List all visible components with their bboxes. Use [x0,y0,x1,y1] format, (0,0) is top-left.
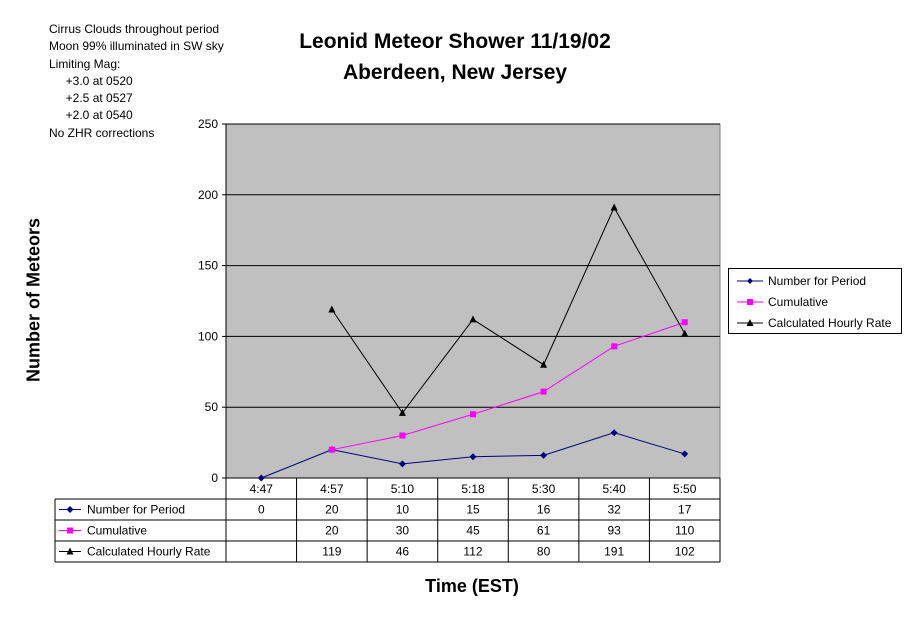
table-cell: 46 [396,545,410,559]
data-point-number-for-period [469,453,477,461]
data-point-cumulative [611,343,618,350]
table-cell: 20 [325,524,339,538]
data-point-cumulative [681,319,688,326]
chart-title: Leonid Meteor Shower 11/19/02 [299,30,611,53]
y-tick-label: 100 [198,329,218,343]
x-tick-label: 4:57 [320,482,344,496]
table-key-marker [67,527,73,534]
legend-swatch-number-for-period [737,278,763,284]
data-point-number-for-period [681,450,689,458]
y-tick-label: 0 [211,471,218,485]
table-cell: 0 [258,503,265,517]
table-key-marker [66,506,74,513]
table-cell: 10 [396,503,410,517]
table-cell: 191 [604,545,624,559]
data-point-calculated-hourly-rate [398,408,406,416]
legend-label: Cumulative [768,295,829,309]
y-tick-label: 200 [198,188,218,202]
data-point-cumulative [540,388,547,395]
x-tick-label: 4:47 [250,482,274,496]
x-axis-label: Time (EST) [425,576,519,596]
data-point-calculated-hourly-rate [610,203,618,211]
series-line-cumulative [331,321,685,451]
table-cell: 112 [463,545,482,559]
legend-label: Calculated Hourly Rate [768,316,892,330]
table-cell: 61 [537,524,551,538]
data-point-calculated-hourly-rate [328,305,336,313]
data-point-number-for-period [540,451,548,459]
plot-area [225,123,721,479]
note-line: +3.0 at 0520 [49,73,133,88]
note-line: Limiting Mag: [49,56,121,71]
data-point-number-for-period [610,429,618,437]
x-tick-label: 5:40 [602,482,626,496]
table-cell: 119 [322,545,341,559]
legend-item: Cumulative [735,293,828,311]
x-tick-label: 5:30 [532,482,556,496]
legend-item: Calculated Hourly Rate [735,314,891,332]
chart-title-block: Leonid Meteor Shower 11/19/02 Aberdeen, … [230,26,680,88]
data-point-cumulative [399,432,406,439]
table-cell: 15 [466,503,480,517]
table-cell: 32 [607,503,621,517]
legend-swatch-calculated-hourly-rate [737,319,763,326]
table-cell: 110 [675,524,694,538]
note-line: Cirrus Clouds throughout period [49,22,220,36]
table-key-marker [66,547,74,555]
table-cell: 30 [396,524,410,538]
y-tick-label: 150 [198,259,218,273]
table-cell: 93 [607,524,621,538]
data-point-calculated-hourly-rate [540,360,548,368]
legend-swatch-cumulative [737,299,763,305]
data-point-number-for-period [257,474,265,482]
x-tick-label: 5:10 [391,482,415,496]
table-cell: 45 [466,524,480,538]
data-point-calculated-hourly-rate [469,315,477,323]
legend-item: Number for Period [735,272,866,290]
note-line: +2.5 at 0527 [49,91,133,106]
x-tick-label: 5:18 [461,482,485,496]
data-point-cumulative [328,446,335,453]
table-row-label: Number for Period [87,503,185,517]
note-line: No ZHR corrections [49,125,155,140]
table-cell: 16 [537,503,551,517]
data-point-calculated-hourly-rate [681,329,689,337]
table-row-label: Calculated Hourly Rate [87,545,211,559]
legend: Number for Period Cumulative Calculated … [728,268,902,334]
table-row-label: Cumulative [87,524,147,538]
table-cell: 80 [537,545,551,559]
series-line-calculated-hourly-rate [331,206,686,414]
data-point-number-for-period [398,460,406,468]
note-line: +2.0 at 0540 [49,108,133,123]
data-point-cumulative [470,411,476,418]
table-cell: 20 [325,503,339,517]
note-line: Moon 99% illuminated in SW sky [49,39,224,54]
legend-label: Number for Period [768,274,867,288]
x-tick-label: 5:50 [673,482,697,496]
table-cell: 17 [678,503,692,517]
table-cell: 102 [675,545,695,559]
observation-notes: Cirrus Clouds throughout period Moon 99%… [49,21,224,142]
y-tick-label: 50 [205,400,219,414]
chart-subtitle: Aberdeen, New Jersey [342,61,568,84]
y-tick-label: 250 [198,117,218,131]
